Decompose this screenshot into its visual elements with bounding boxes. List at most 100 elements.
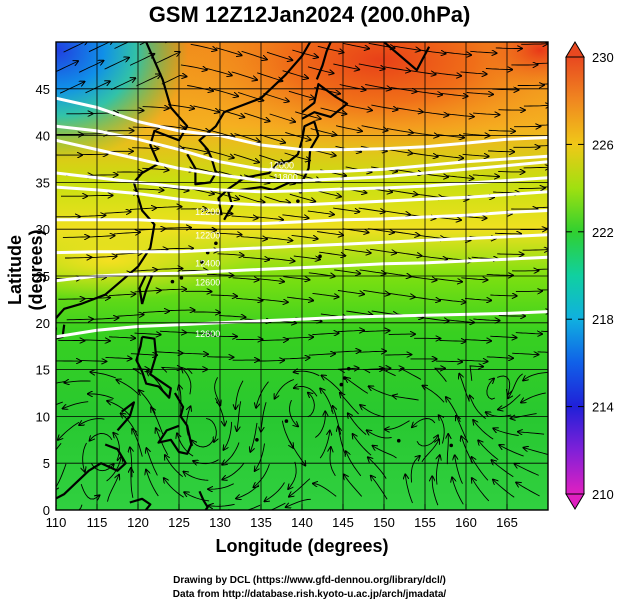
wind-streamline — [90, 256, 116, 257]
coastline — [301, 83, 349, 120]
wind-streamline — [261, 299, 288, 302]
wind-streamline — [132, 127, 159, 128]
wind-streamline — [59, 82, 84, 94]
island — [396, 438, 401, 443]
wind-streamline — [469, 366, 483, 381]
x-tick-label: 140 — [291, 515, 313, 530]
island — [339, 382, 344, 387]
wind-streamline — [522, 250, 548, 251]
y-tick-label: 20 — [36, 316, 50, 331]
wind-streamline — [384, 66, 410, 71]
wind-streamline — [130, 354, 157, 355]
wind-streamline — [409, 70, 436, 75]
wind-streamline — [320, 107, 347, 114]
y-tick-label: 10 — [36, 409, 50, 424]
wind-streamline — [460, 72, 487, 74]
wind-streamline — [79, 418, 105, 425]
wind-streamline — [486, 357, 513, 358]
wind-streamline — [142, 107, 169, 109]
wind-streamline — [136, 74, 160, 87]
wind-streamline — [80, 483, 99, 499]
wind-streamline — [222, 462, 245, 479]
wind-streamline — [337, 290, 364, 295]
wind-streamline — [90, 372, 117, 379]
x-tick-label: 155 — [414, 515, 436, 530]
coastline — [135, 335, 172, 399]
colorbar-max-arrow — [565, 41, 585, 58]
wind-streamline — [56, 443, 62, 451]
wind-streamline — [151, 407, 164, 435]
wind-streamline — [393, 396, 419, 401]
wind-streamline — [156, 352, 182, 353]
wind-streamline — [497, 254, 523, 255]
island — [296, 199, 300, 203]
wind-streamline — [266, 238, 292, 241]
wind-streamline — [312, 292, 339, 297]
wind-streamline — [394, 45, 420, 50]
wind-streamline — [536, 62, 548, 64]
wind-streamline — [472, 175, 499, 177]
coastline — [228, 508, 232, 510]
wind-streamline — [104, 212, 131, 214]
wind-streamline — [164, 478, 184, 498]
wind-streamline — [435, 361, 462, 362]
wind-streamline — [285, 131, 310, 139]
wind-streamline — [360, 405, 385, 418]
wind-streamline — [537, 268, 548, 270]
grid-lines — [56, 42, 548, 510]
wind-streamline — [367, 430, 392, 439]
wind-streamline — [180, 64, 207, 70]
credit-drawing: Drawing by DCL (https://www.gfd-dennou.o… — [173, 575, 446, 586]
colorbar-scale — [565, 56, 585, 495]
wind-streamline — [313, 484, 337, 497]
wind-streamline — [539, 124, 548, 126]
wind-streamline — [286, 498, 311, 507]
y-axis-ticks: 0 5 10 15 20 25 30 35 40 45 — [36, 82, 50, 518]
wind-streamline — [56, 381, 66, 384]
wind-streamline — [142, 311, 169, 312]
wind-streamline — [310, 128, 337, 135]
wind-streamline — [78, 504, 83, 510]
wind-streamline — [56, 484, 57, 485]
wind-streamline — [117, 315, 144, 317]
wind-streamline — [473, 420, 494, 440]
wind-streamline — [472, 478, 490, 502]
wind-streamline — [439, 415, 445, 444]
wind-streamline — [358, 207, 385, 212]
x-tick-label: 120 — [127, 515, 149, 530]
wind-streamline — [437, 155, 463, 158]
wind-streamline — [447, 114, 474, 117]
contour-label: 12400 — [195, 259, 220, 269]
wind-streamline — [159, 289, 186, 290]
wind-streamline — [289, 399, 298, 426]
colorbar: 210 214 218 222 226 230 — [565, 41, 614, 510]
wind-streamline — [190, 43, 217, 50]
wind-streamline — [319, 251, 345, 256]
wind-streamline — [113, 433, 120, 461]
coastline — [217, 120, 320, 221]
wind-streamline — [319, 431, 330, 459]
wind-streamline — [348, 413, 367, 435]
wind-streamline — [294, 371, 320, 377]
wind-streamline — [266, 51, 292, 60]
wind-streamline — [291, 234, 318, 238]
island — [179, 276, 184, 280]
wind-streamline — [369, 386, 394, 397]
wind-streamline — [107, 475, 120, 502]
wind-streamline — [217, 254, 244, 256]
wind-streamline — [289, 478, 311, 497]
wind-streamline — [412, 418, 436, 428]
wind-streamline — [523, 371, 548, 380]
wind-streamline — [537, 351, 548, 353]
wind-streamline — [516, 483, 540, 497]
wind-streamline — [182, 368, 192, 395]
wind-streamline — [447, 176, 473, 179]
wind-streamline — [344, 475, 363, 497]
wind-streamline — [494, 233, 521, 234]
wind-streamline — [345, 104, 372, 110]
wind-streamline — [447, 320, 474, 323]
wind-streamline — [275, 379, 295, 399]
wind-streamline — [113, 232, 140, 234]
contour-label: 12200 — [195, 231, 220, 241]
